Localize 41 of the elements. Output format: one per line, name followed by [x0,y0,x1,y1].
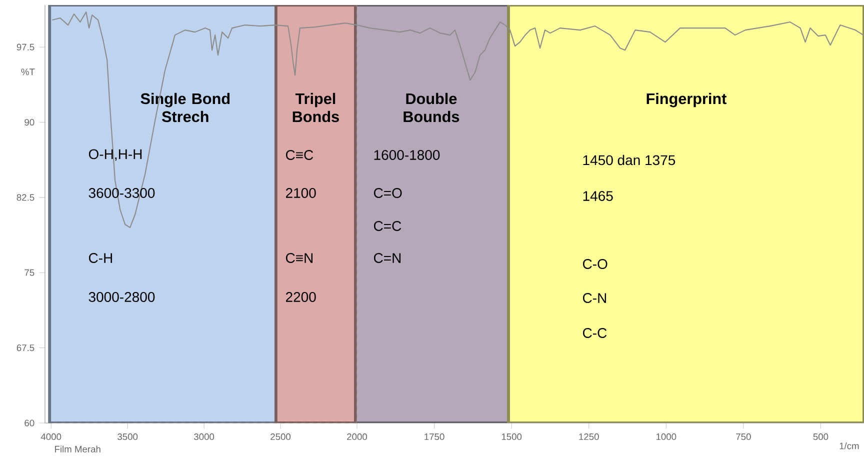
x-tick-label: 4000 [40,433,62,440]
annotation: 2100 [286,188,316,198]
band-label: Tripel Bonds [292,92,339,122]
annotation: C-C [582,328,607,338]
annotation: C-O [582,259,608,269]
y-axis-title: %T [21,68,35,76]
annotation: C-H [88,253,112,263]
x-tick-label: 1500 [502,433,522,440]
annotation: C=N [374,253,401,263]
annotation: 3600-3300 [88,188,155,198]
x-tick-label: 500 [813,433,828,440]
x-tick-label: 750 [736,433,751,440]
band-label: Fingerprint [646,92,727,108]
annotation: C≡C [286,150,314,160]
band-label: Double Bounds [404,92,460,122]
x-tick-label: 2500 [270,433,291,440]
x-tick-label: 1000 [656,433,676,440]
y-tick-label: 90 [24,118,34,126]
band-label: Single Bond Strech [140,92,230,122]
x-axis-title: 1/cm [840,442,859,450]
x-tick-label: 1250 [579,433,599,440]
annotation: C=O [374,188,402,198]
annotation: C-N [582,293,606,303]
y-tick-label: 75 [24,269,34,276]
text: Film Merah [55,446,100,452]
x-tick-label: 3500 [118,433,138,440]
annotation: C=C [374,221,402,231]
annotation: 3000-2800 [88,292,155,302]
annotation: 1465 [583,191,613,201]
y-tick-label: 82.5 [16,194,34,201]
annotation: O-H,H-H [88,149,142,161]
x-tick-label: 3000 [194,433,214,440]
annotation: C≡N [286,253,313,263]
annotation: 1600-1800 [374,150,440,160]
y-tick-label: 67.5 [16,344,34,352]
y-tick-label: 97.5 [16,44,34,50]
y-tick-label: 60 [24,420,34,426]
x-tick-label: 2000 [347,433,368,440]
annotation: 1450 dan 1375 [583,154,676,166]
annotation: 2200 [286,292,316,302]
x-tick-label: 1750 [424,433,444,440]
